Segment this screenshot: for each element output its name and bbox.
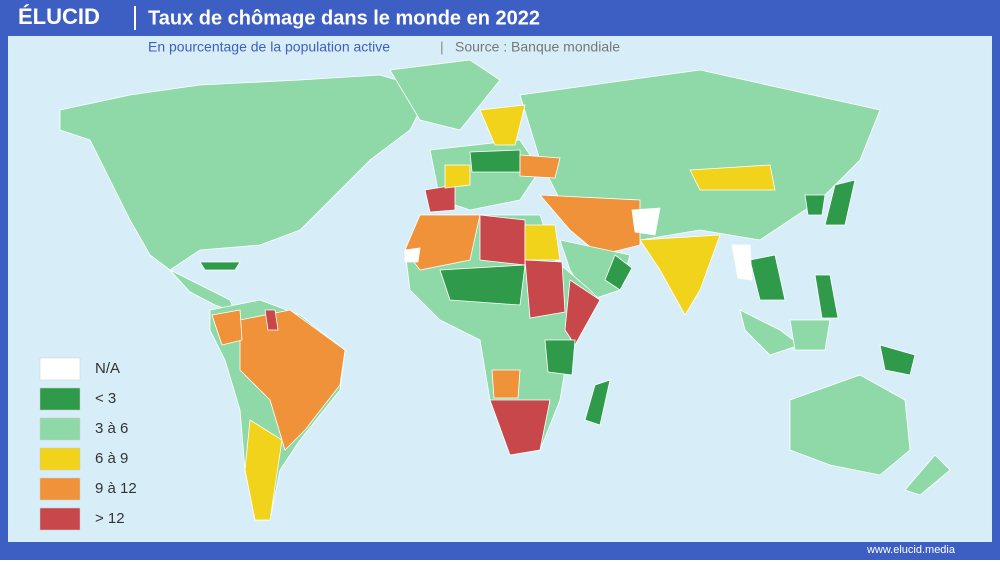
title: Taux de chômage dans le monde en 2022 <box>148 7 540 29</box>
legend-swatch <box>39 477 81 501</box>
legend-label: > 12 <box>95 510 125 527</box>
legend-label: 3 à 6 <box>95 420 128 437</box>
legend-label: 6 à 9 <box>95 450 128 467</box>
separator: | <box>440 39 444 55</box>
legend-swatch <box>39 417 81 441</box>
legend-label: < 3 <box>95 390 116 407</box>
legend-swatch <box>39 357 81 381</box>
legend-label: N/A <box>95 360 120 377</box>
source: Source : Banque mondiale <box>455 39 620 55</box>
legend-swatch <box>39 507 81 531</box>
legend: N/A < 3 3 à 6 6 à 9 9 à 12 > 12 <box>39 357 137 531</box>
legend-swatch <box>39 387 81 411</box>
subtitle: En pourcentage de la population active <box>148 39 390 55</box>
footer-url: www.elucid.media <box>866 544 956 556</box>
legend-label: 9 à 12 <box>95 480 137 497</box>
logo: ÉLUCID <box>18 4 100 29</box>
legend-swatch <box>39 447 81 471</box>
world-map <box>59 59 951 521</box>
